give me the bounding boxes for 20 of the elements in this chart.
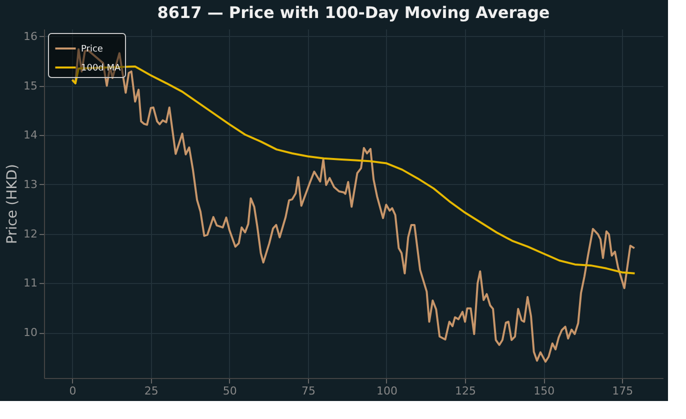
y-axis-title: Price (HKD) — [4, 164, 21, 244]
y-tick-label: 14 — [24, 128, 38, 142]
x-tick-label: 75 — [301, 384, 316, 398]
chart-title: 8617 — Price with 100-Day Moving Average — [157, 3, 550, 22]
x-tick-label: 125 — [455, 384, 476, 398]
x-tick-label: 175 — [612, 384, 634, 398]
line-series — [71, 66, 636, 274]
x-tick-label: 0 — [69, 384, 76, 398]
x-tick-label: 25 — [144, 384, 158, 398]
x-tick-label: 150 — [534, 384, 555, 398]
y-tick-label: 12 — [24, 227, 38, 240]
x-tick-label: 50 — [222, 384, 237, 398]
y-tick-label: 10 — [24, 326, 38, 340]
y-tick-label: 16 — [24, 30, 38, 43]
y-tick-label: 11 — [24, 276, 38, 290]
y-tick-label: 15 — [24, 79, 38, 92]
legend-label: Price — [81, 44, 104, 54]
x-tick-label: 100 — [376, 384, 398, 398]
legend-label: 100d MA — [81, 64, 122, 74]
y-tick-label: 13 — [24, 178, 38, 191]
